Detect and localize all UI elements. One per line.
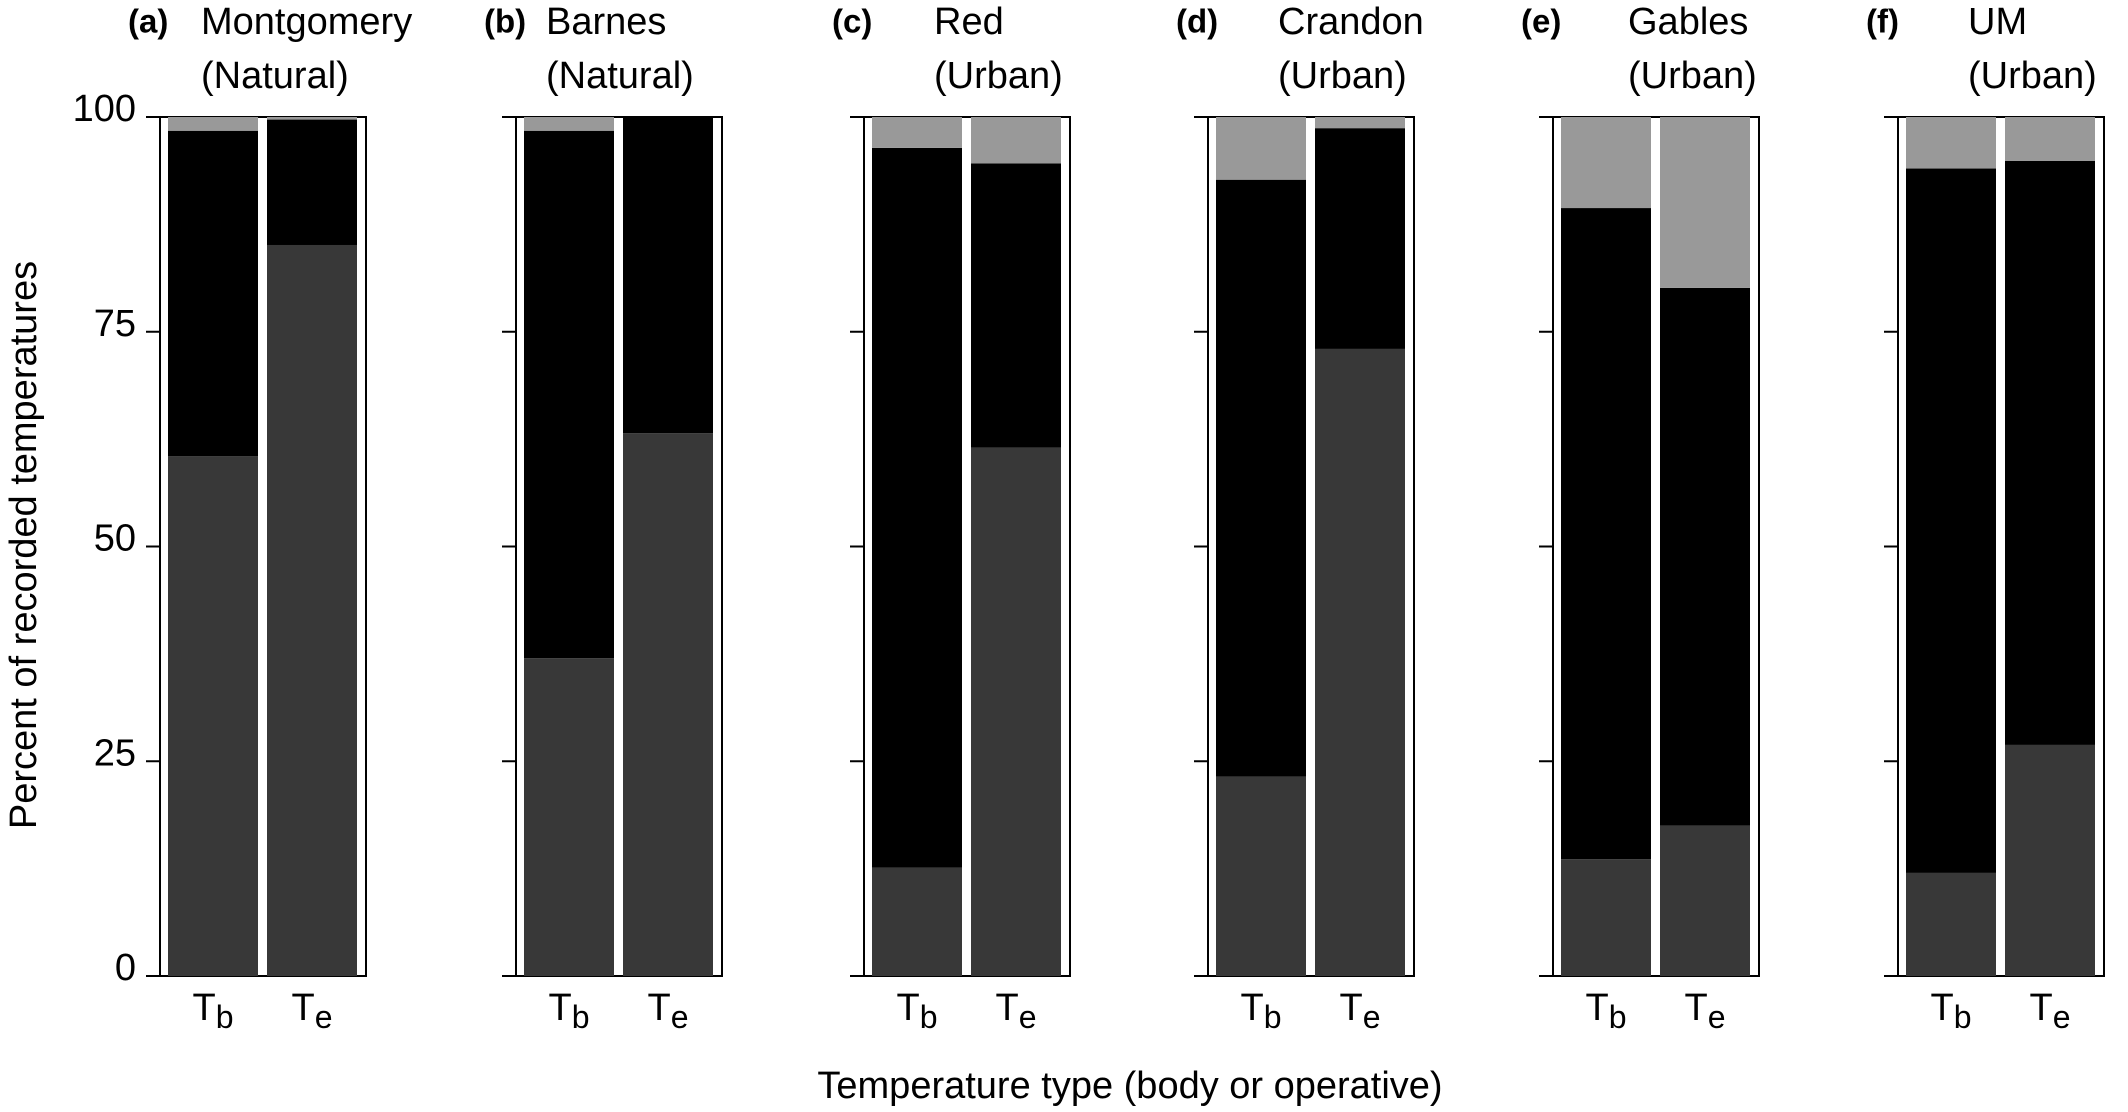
panel-tag: (f)	[1866, 3, 1899, 40]
bar-segment	[971, 117, 1061, 164]
bar-segment	[524, 130, 614, 659]
bar-segment	[168, 117, 258, 131]
bar-segment	[267, 117, 357, 120]
panel-title: (Urban)	[1968, 55, 2097, 97]
bar-segment	[1315, 128, 1405, 349]
bar-segment	[1660, 825, 1750, 976]
y-tick-label: 100	[73, 88, 136, 130]
x-tick-label: Te	[1339, 987, 1380, 1035]
x-tick-label: Tb	[1240, 987, 1281, 1035]
bar-segment	[872, 117, 962, 148]
bar-segment	[872, 147, 962, 868]
panel-title: Montgomery	[201, 1, 412, 43]
panel-tag: (d)	[1176, 3, 1218, 40]
x-tick-label: Te	[995, 987, 1036, 1035]
y-tick-label: 50	[94, 518, 136, 560]
bar-segment	[524, 117, 614, 131]
y-tick-label: 75	[94, 303, 136, 345]
panel-tag: (e)	[1521, 3, 1561, 40]
bar-segment	[168, 130, 258, 457]
bar-segment	[1315, 117, 1405, 129]
panel-title: (Natural)	[201, 55, 349, 97]
x-tick-label: Te	[647, 987, 688, 1035]
bar-segment	[623, 433, 713, 976]
bar-segment	[1216, 179, 1306, 777]
bar-segment	[267, 119, 357, 245]
bar-segment	[1561, 859, 1651, 976]
panel-title: Gables	[1628, 1, 1748, 43]
panel-tag: (a)	[128, 3, 168, 40]
bar-segment	[2005, 744, 2095, 976]
bar-segment	[872, 867, 962, 976]
panel-title: (Urban)	[1278, 55, 1407, 97]
x-tick-label: Tb	[192, 987, 233, 1035]
panel-title: UM	[1968, 1, 2027, 43]
x-tick-label: Te	[2029, 987, 2070, 1035]
bar-segment	[267, 244, 357, 977]
bar-segment	[1906, 168, 1996, 873]
bar-segment	[1315, 348, 1405, 976]
bar-segment	[1216, 776, 1306, 976]
bar-segment	[2005, 117, 2095, 161]
panel-tag: (b)	[484, 3, 526, 40]
panel-title: Red	[934, 1, 1004, 43]
bar-segment	[1561, 117, 1651, 209]
bar-segment	[168, 456, 258, 976]
bar-segment	[1660, 117, 1750, 288]
x-tick-label: Tb	[896, 987, 937, 1035]
bar-segment	[971, 447, 1061, 977]
bar-segment	[1561, 208, 1651, 860]
x-tick-label: Tb	[1585, 987, 1626, 1035]
x-tick-label: Tb	[1930, 987, 1971, 1035]
y-tick-label: 0	[115, 947, 136, 989]
panel-title: (Natural)	[546, 55, 694, 97]
bar-segment	[524, 658, 614, 976]
bar-segment	[623, 117, 713, 434]
bar-segment	[1906, 117, 1996, 169]
bar-segment	[971, 163, 1061, 448]
x-tick-label: Te	[291, 987, 332, 1035]
panel-title: (Urban)	[1628, 55, 1757, 97]
y-tick-label: 25	[94, 732, 136, 774]
y-axis-label: Percent of recorded temperatures	[3, 261, 45, 829]
x-axis-label: Temperature type (body or operative)	[817, 1065, 1442, 1107]
bar-segment	[1906, 872, 1996, 976]
x-tick-label: Te	[1684, 987, 1725, 1035]
bar-segment	[1216, 117, 1306, 180]
panel-title: Crandon	[1278, 1, 1424, 43]
panel-title: Barnes	[546, 1, 666, 43]
bar-segment	[2005, 160, 2095, 745]
bar-segment	[1660, 287, 1750, 826]
panel-tag: (c)	[832, 3, 872, 40]
x-tick-label: Tb	[548, 987, 589, 1035]
panel-title: (Urban)	[934, 55, 1063, 97]
